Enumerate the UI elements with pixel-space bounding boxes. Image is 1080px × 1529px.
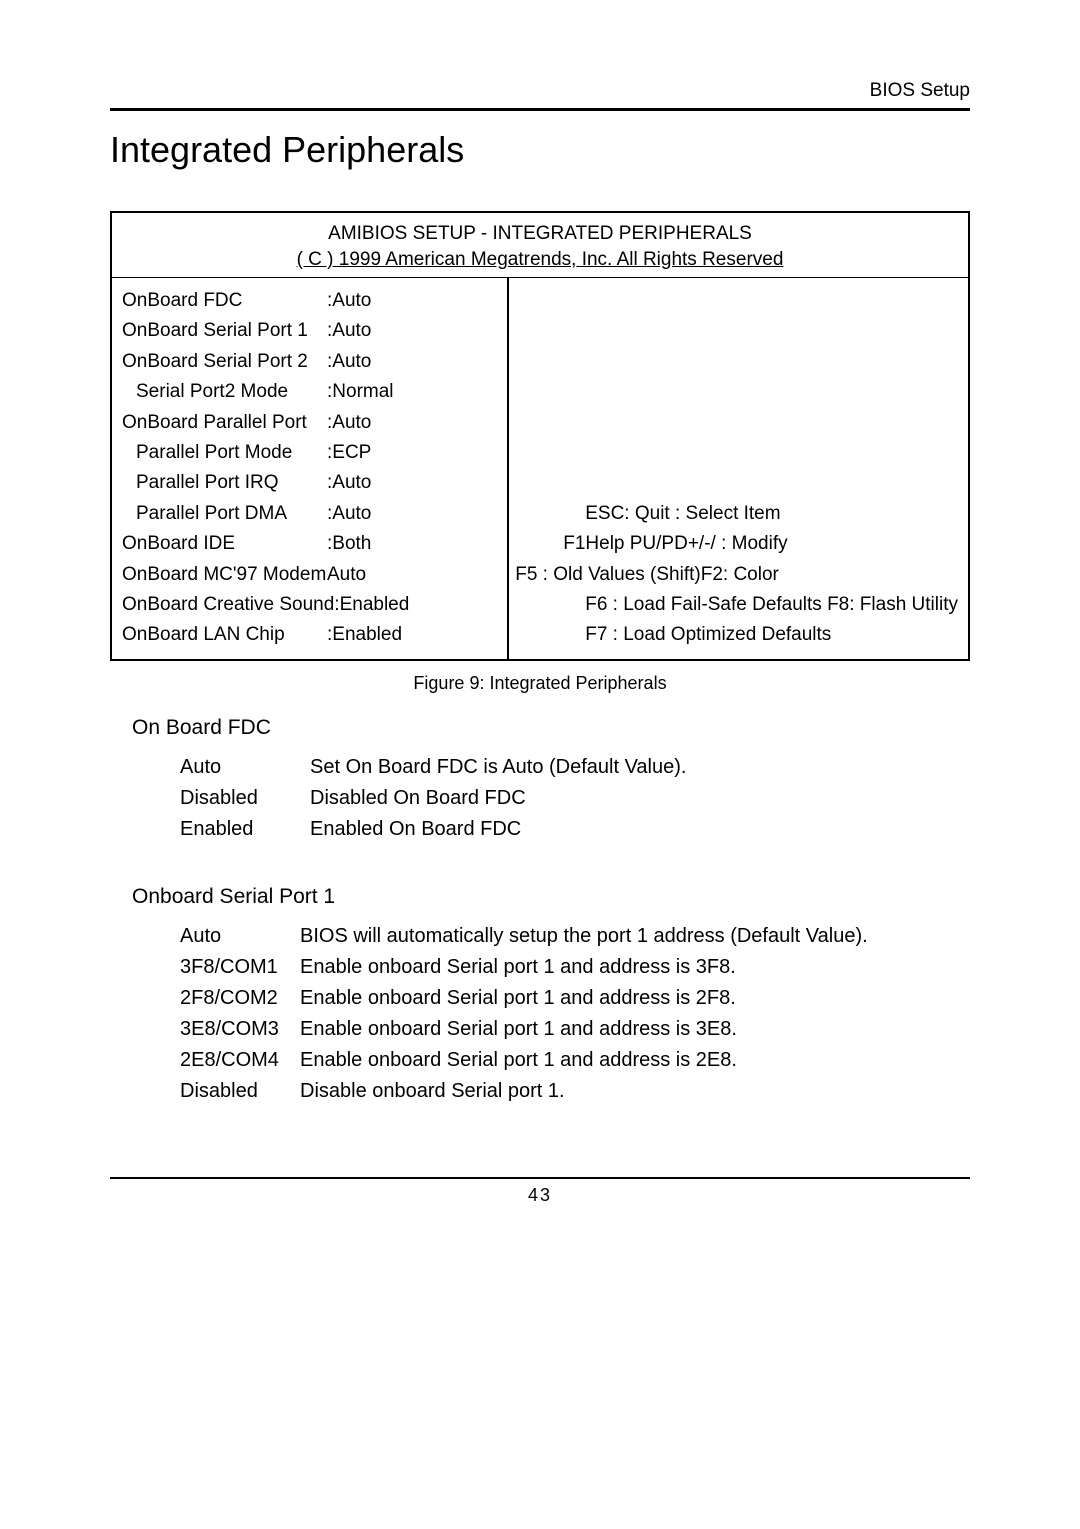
help-line-5: F7 : Load Optimized Defaults: [515, 620, 958, 650]
bios-setting-row: OnBoard Serial Port 2:Auto: [122, 347, 507, 377]
bios-setting-label: OnBoard Serial Port 2: [122, 347, 327, 377]
bios-setting-label: OnBoard Parallel Port: [122, 408, 327, 438]
bios-setting-label: Parallel Port DMA: [122, 499, 327, 529]
option-row: AutoBIOS will automatically setup the po…: [180, 921, 970, 952]
option-desc: Set On Board FDC is Auto (Default Value)…: [310, 752, 970, 783]
option-desc: BIOS will automatically setup the port 1…: [300, 921, 970, 952]
option-desc: Enable onboard Serial port 1 and address…: [300, 1014, 970, 1045]
option-key: 2E8/COM4: [180, 1045, 300, 1076]
page-title: Integrated Peripherals: [110, 129, 970, 171]
option-key: 3E8/COM3: [180, 1014, 300, 1045]
bios-setting-value: :Enabled: [334, 590, 409, 620]
bios-setting-value: :Enabled: [327, 620, 402, 650]
section-title: On Board FDC: [132, 716, 970, 740]
bios-setting-value: Auto: [327, 560, 366, 590]
option-desc: Enable onboard Serial port 1 and address…: [300, 952, 970, 983]
bios-setting-value: :Both: [327, 529, 371, 559]
bios-setting-row: Parallel Port Mode:ECP: [122, 438, 507, 468]
option-row: 2E8/COM4Enable onboard Serial port 1 and…: [180, 1045, 970, 1076]
option-key: 3F8/COM1: [180, 952, 300, 983]
bios-subtitle: ( C ) 1999 American Megatrends, Inc. All…: [112, 249, 968, 278]
bios-left-column: OnBoard FDC:AutoOnBoard Serial Port 1:Au…: [112, 278, 509, 659]
option-row: AutoSet On Board FDC is Auto (Default Va…: [180, 752, 970, 783]
figure-caption: Figure 9: Integrated Peripherals: [110, 673, 970, 694]
bios-setting-row: OnBoard LAN Chip:Enabled: [122, 620, 507, 650]
bios-setting-value: :Auto: [327, 347, 371, 377]
bios-setting-label: OnBoard FDC: [122, 286, 327, 316]
bios-setting-value: :Auto: [327, 408, 371, 438]
header-right: BIOS Setup: [110, 80, 970, 102]
option-key: 2F8/COM2: [180, 983, 300, 1014]
bios-setting-row: OnBoard Creative Sound:Enabled: [122, 590, 507, 620]
bios-setting-value: :Auto: [327, 316, 371, 346]
bios-setting-label: OnBoard IDE: [122, 529, 327, 559]
help-line-1: ESC: Quit : Select Item: [515, 499, 958, 529]
option-key: Auto: [180, 921, 300, 952]
option-desc: Enabled On Board FDC: [310, 814, 970, 845]
option-list: AutoSet On Board FDC is Auto (Default Va…: [180, 752, 970, 845]
bios-setting-value: :Normal: [327, 377, 394, 407]
bios-setting-value: :Auto: [327, 499, 371, 529]
option-row: 3E8/COM3Enable onboard Serial port 1 and…: [180, 1014, 970, 1045]
bios-setting-row: Parallel Port DMA:Auto: [122, 499, 507, 529]
option-desc: Disabled On Board FDC: [310, 783, 970, 814]
option-key: Auto: [180, 752, 310, 783]
bios-box: AMIBIOS SETUP - INTEGRATED PERIPHERALS (…: [110, 211, 970, 661]
section-title: Onboard Serial Port 1: [132, 885, 970, 909]
bios-setting-label: Parallel Port Mode: [122, 438, 327, 468]
bios-setting-row: OnBoard FDC:Auto: [122, 286, 507, 316]
option-desc: Disable onboard Serial port 1.: [300, 1076, 970, 1107]
bios-right-column: ESC: Quit : Select Item F1Help PU/PD+/-/…: [509, 278, 968, 659]
header-rule: [110, 108, 970, 111]
bios-setting-row: Parallel Port IRQ:Auto: [122, 468, 507, 498]
page-number: 43: [110, 1185, 970, 1206]
option-desc: Enable onboard Serial port 1 and address…: [300, 983, 970, 1014]
option-key: Disabled: [180, 783, 310, 814]
bios-setting-row: OnBoard MC'97 ModemAuto: [122, 560, 507, 590]
footer-rule: [110, 1177, 970, 1179]
bios-title: AMIBIOS SETUP - INTEGRATED PERIPHERALS: [112, 213, 968, 249]
bios-setting-label: OnBoard Creative Sound: [122, 590, 334, 620]
bios-setting-label: Parallel Port IRQ: [122, 468, 327, 498]
option-row: EnabledEnabled On Board FDC: [180, 814, 970, 845]
option-list: AutoBIOS will automatically setup the po…: [180, 921, 970, 1107]
option-row: 2F8/COM2Enable onboard Serial port 1 and…: [180, 983, 970, 1014]
help-line-3: F5 : Old Values (Shift)F2: Color: [515, 560, 958, 590]
bios-setting-label: OnBoard Serial Port 1: [122, 316, 327, 346]
option-row: DisabledDisabled On Board FDC: [180, 783, 970, 814]
bios-setting-label: OnBoard LAN Chip: [122, 620, 327, 650]
help-line-4: F6 : Load Fail-Safe Defaults F8: Flash U…: [515, 590, 958, 620]
bios-setting-value: :Auto: [327, 286, 371, 316]
option-row: DisabledDisable onboard Serial port 1.: [180, 1076, 970, 1107]
option-row: 3F8/COM1Enable onboard Serial port 1 and…: [180, 952, 970, 983]
bios-setting-row: Serial Port2 Mode:Normal: [122, 377, 507, 407]
option-desc: Enable onboard Serial port 1 and address…: [300, 1045, 970, 1076]
bios-setting-label: Serial Port2 Mode: [122, 377, 327, 407]
bios-setting-value: :ECP: [327, 438, 371, 468]
bios-setting-row: OnBoard Serial Port 1:Auto: [122, 316, 507, 346]
option-key: Disabled: [180, 1076, 300, 1107]
bios-help: ESC: Quit : Select Item F1Help PU/PD+/-/…: [515, 499, 958, 651]
bios-setting-row: OnBoard Parallel Port:Auto: [122, 408, 507, 438]
bios-setting-row: OnBoard IDE:Both: [122, 529, 507, 559]
option-key: Enabled: [180, 814, 310, 845]
help-line-2: F1Help PU/PD+/-/ : Modify: [515, 529, 958, 559]
bios-setting-value: :Auto: [327, 468, 371, 498]
bios-content: OnBoard FDC:AutoOnBoard Serial Port 1:Au…: [112, 278, 968, 659]
bios-setting-label: OnBoard MC'97 Modem: [122, 560, 327, 590]
